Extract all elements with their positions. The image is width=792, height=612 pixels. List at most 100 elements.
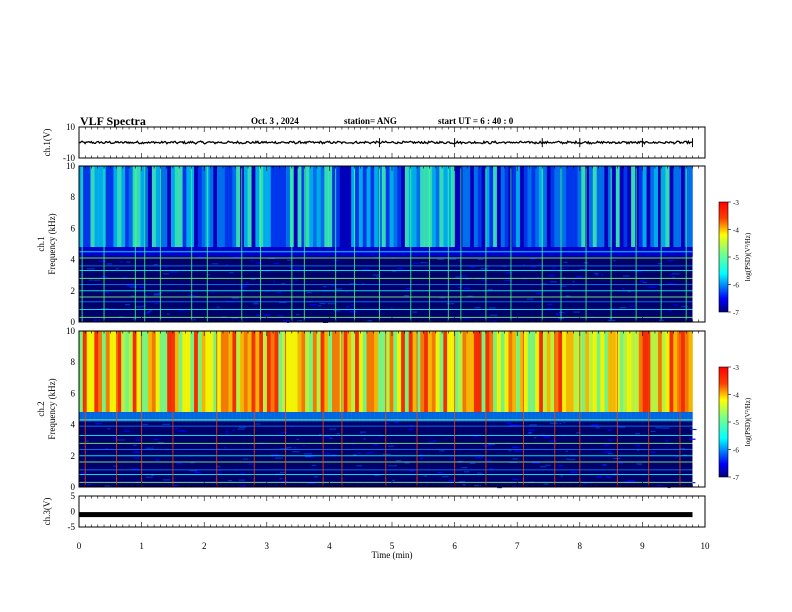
xtick-label-1: 1 xyxy=(139,541,144,551)
spectro-column-1-98 xyxy=(454,166,459,248)
spectro-speck-1-103 xyxy=(446,303,455,305)
spectro-column-1-127 xyxy=(565,166,571,248)
spectro-speck-2-8 xyxy=(423,475,428,477)
spectro-column-1-20 xyxy=(155,166,160,248)
spectro-column-1-23 xyxy=(167,166,172,248)
ytick-label-0-1: -10 xyxy=(63,153,75,163)
spectro-speck-2-198 xyxy=(464,471,470,473)
spectro-transition-2-99 xyxy=(458,412,463,422)
spectro-column-2-140 xyxy=(615,331,620,413)
spectro-column-1-62 xyxy=(316,166,321,248)
spectro-speck-1-118 xyxy=(193,319,196,321)
spectro-transition-2-77 xyxy=(374,412,379,422)
spectro-speck-2-100 xyxy=(172,484,179,487)
spectro-column-1-93 xyxy=(435,166,440,248)
spectro-speck-2-65 xyxy=(512,458,518,460)
ytick-label-2-2: 4 xyxy=(71,420,76,430)
spectro-speck-2-137 xyxy=(279,478,283,480)
spectro-speck-1-11 xyxy=(627,290,632,293)
spectro-speck-2-39 xyxy=(512,479,519,481)
spectro-speck-1-144 xyxy=(668,309,672,312)
spectro-speck-2-10 xyxy=(575,432,581,434)
spectro-speck-1-138 xyxy=(279,301,287,303)
spectro-speck-2-196 xyxy=(280,448,288,450)
spectro-transition-2-15 xyxy=(136,412,141,422)
spectro-transition-2-29 xyxy=(190,412,195,422)
spectro-speck-1-208 xyxy=(154,302,158,305)
xtick-label-5: 5 xyxy=(390,541,395,551)
spectro-speck-2-125 xyxy=(532,462,541,464)
spectro-speck-2-115 xyxy=(85,440,89,442)
xtick-label-8: 8 xyxy=(578,541,583,551)
spectro-transition-2-128 xyxy=(569,412,574,422)
spectro-speck-1-99 xyxy=(490,320,497,322)
spectro-column-2-107 xyxy=(489,331,494,413)
spectro-transition-2-142 xyxy=(623,412,628,422)
spectro-speck-2-172 xyxy=(113,465,118,467)
spectro-speck-2-98 xyxy=(281,481,289,483)
spectro-column-2-118 xyxy=(531,331,536,413)
spectro-transition-2-102 xyxy=(470,412,475,422)
spectro-speck-1-28 xyxy=(149,310,153,312)
spectro-column-2-132 xyxy=(585,331,590,413)
spectro-column-1-90 xyxy=(424,166,429,248)
spectro-transition-2-96 xyxy=(447,412,452,422)
spectro-column-1-70 xyxy=(347,166,352,248)
spectro-column-2-134 xyxy=(592,331,597,413)
spectro-column-1-81 xyxy=(389,166,394,248)
spectro-transition-2-19 xyxy=(151,412,157,422)
spectro-column-1-114 xyxy=(516,166,521,248)
spectro-column-2-89 xyxy=(420,331,425,413)
spectro-column-1-105 xyxy=(481,166,486,248)
ytick-label-3-2: -5 xyxy=(68,522,76,532)
spectro-speck-1-95 xyxy=(297,320,303,322)
spectro-column-1-60 xyxy=(309,166,314,248)
spectro-speck-1-181 xyxy=(457,286,462,289)
spectro-speck-2-146 xyxy=(682,454,687,456)
spectro-column-2-39 xyxy=(228,331,233,413)
spectro-column-2-104 xyxy=(477,331,482,413)
spectro-speck-2-210 xyxy=(134,457,139,459)
spectro-transition-2-41 xyxy=(236,412,241,422)
spectro-speck-1-196 xyxy=(153,263,158,266)
spectro-column-1-89 xyxy=(420,166,425,248)
spectro-column-2-127 xyxy=(565,331,571,413)
spectro-column-2-20 xyxy=(155,331,160,413)
spectro-speck-1-105 xyxy=(144,312,150,314)
spectro-transition-2-123 xyxy=(550,412,555,422)
spectro-column-2-30 xyxy=(194,331,199,413)
spectro-speck-2-92 xyxy=(146,447,154,449)
spectro-column-2-31 xyxy=(197,331,203,413)
spectro-transition-2-156 xyxy=(677,412,682,422)
spectro-speck-1-26 xyxy=(556,313,563,316)
spectro-column-1-134 xyxy=(592,166,597,248)
spectro-speck-1-116 xyxy=(178,309,184,311)
spectro-column-1-16 xyxy=(140,166,145,248)
spectro-column-2-153 xyxy=(665,331,670,413)
spectro-column-2-79 xyxy=(381,331,387,413)
ylabel-ch-1: ch.1 xyxy=(36,236,46,251)
spectro-column-1-74 xyxy=(362,166,367,248)
spectro-speck-2-0 xyxy=(238,426,246,428)
spectro-column-1-106 xyxy=(485,166,490,248)
spectro-column-2-115 xyxy=(519,331,525,413)
spectro-column-1-34 xyxy=(209,166,214,248)
spectro-transition-2-66 xyxy=(332,412,337,422)
spectro-speck-1-179 xyxy=(163,273,169,275)
spectro-transition-2-58 xyxy=(301,412,306,422)
spectro-transition-2-74 xyxy=(362,412,367,422)
spectro-column-1-122 xyxy=(546,166,551,248)
spectro-transition-2-122 xyxy=(546,412,551,422)
spectro-column-1-159 xyxy=(688,166,693,248)
spectro-transition-2-62 xyxy=(316,412,321,422)
spectro-transition-2-119 xyxy=(535,412,540,422)
spectro-transition-2-86 xyxy=(408,412,413,422)
spectro-speck-1-156 xyxy=(376,276,379,278)
spectro-column-1-82 xyxy=(393,166,398,248)
spectro-speck-1-129 xyxy=(376,309,382,311)
spectro-column-2-22 xyxy=(163,331,168,413)
spectro-column-2-150 xyxy=(654,331,659,413)
spectro-column-2-71 xyxy=(351,331,356,413)
spectro-speck-2-179 xyxy=(420,457,423,459)
